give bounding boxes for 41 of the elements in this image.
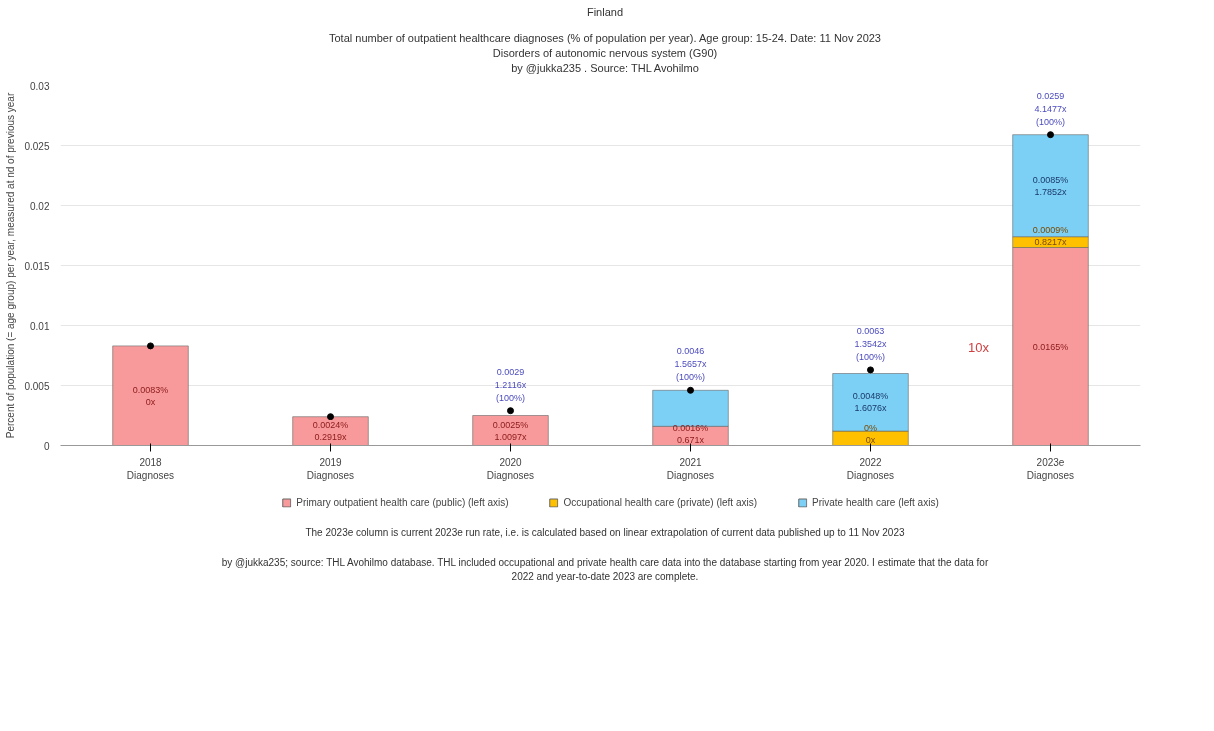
x-tick-label: 2020 Diagnoses [486,456,535,481]
chart-subtitle: Total number of outpatient healthcare diagnoses (% of population per year). Age group: 15-24. Date: 11 Nov 2023 Disorders of autonomic nervous system (G90) by @jukka235 . Source: THL Avohilmo [329,31,881,76]
data-label: 0.0009% 0.8217x [1032,224,1069,247]
data-label: 0.0046 1.5657x (100%) [674,346,708,383]
legend-label: Occupational health care (private) (left axis) [563,496,758,508]
data-label: 0.0048% 1.6076x [852,391,889,414]
text: by @jukka235; source: THL Avohilmo database. THL included occupational and private health care data into the database starting from year 2020. I estimate that the data for 2022 and year-to-date 2023 are complete. [221,556,989,583]
point [687,386,694,394]
point [327,413,334,421]
data-label: 0.0063 1.3542x (100%) [854,325,888,362]
point [867,366,874,374]
y-axis-title: Percent of population (= age group) per year, measured at nd of previous year [5,92,17,439]
data-label: 0.0085% 1.7852x [1032,174,1069,197]
data-label: 0.0029 1.2116x (100%) [494,366,527,403]
legend-label: Private health care (left axis) [812,496,939,508]
x-tick-label: 2022 Diagnoses [846,456,895,481]
y-tick-label: 0 [43,440,50,452]
point [147,342,154,350]
x-tick-label: 2019 Diagnoses [306,456,355,481]
bar [112,345,189,446]
x-tick-label: 2021 Diagnoses [666,456,715,481]
legend-label: Primary outpatient health care (public) (left axis) [296,496,509,508]
data-label: 0.0165% [1032,341,1069,352]
y-tick-label: 0.025 [24,140,50,152]
data-label: 0.0024% 0.2919x [312,420,349,443]
x-tick-label: 2023e Diagnoses [1026,456,1075,481]
data-label: 0.0259 4.1477x (100%) [1034,90,1068,127]
chart-title: Finland [586,5,624,20]
y-tick-label: 0.005 [24,380,50,392]
y-tick-label: 0.03 [30,80,50,92]
y-tick-label: 0.02 [30,200,50,212]
text: The 2023e column is current 2023e run rate, i.e. is calculated based on linear extrapolation of current data published up to 11 Nov 2023 [305,526,905,540]
y-tick-label: 0.01 [30,320,50,332]
data-label: 0% 0x [864,422,878,445]
annotation: 10x [968,340,990,356]
data-label: 0.0083% 0x [132,384,169,407]
point [1047,131,1054,139]
x-tick-label: 2018 Diagnoses [126,456,175,481]
point [507,407,514,415]
y-tick-label: 0.015 [24,260,50,272]
data-label: 0.0025% 1.0097x [492,419,529,442]
